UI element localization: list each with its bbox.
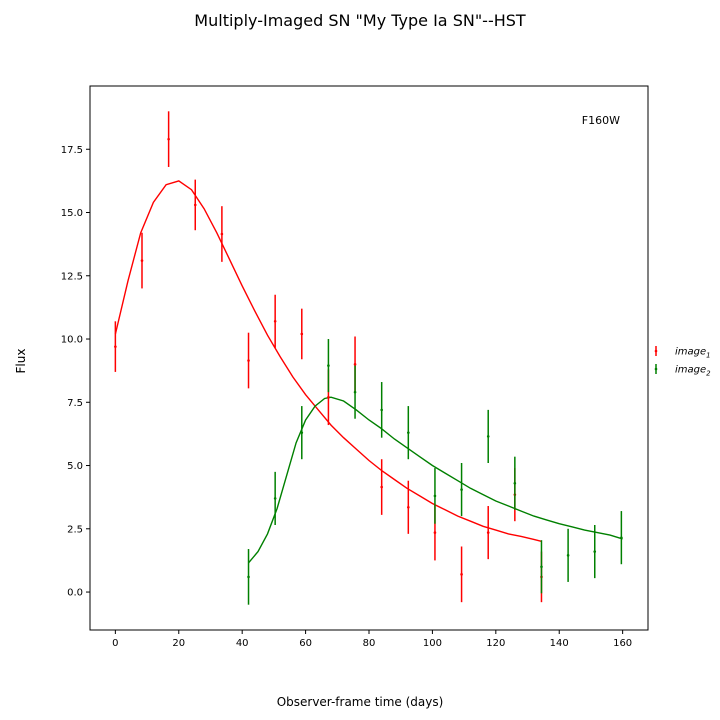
- data-point-image-2: [513, 481, 517, 485]
- y-tick-label: 15.0: [61, 208, 83, 219]
- data-point-image-1: [273, 320, 277, 323]
- y-tick-label: 5.0: [67, 461, 83, 472]
- y-axis-label: Flux: [14, 349, 28, 374]
- data-point-image-2: [380, 408, 383, 412]
- y-tick-label: 17.5: [61, 145, 83, 156]
- x-tick-label: 140: [550, 638, 569, 649]
- data-point-image-1: [327, 395, 330, 399]
- data-point-image-2: [407, 431, 410, 434]
- y-tick-label: 2.5: [67, 524, 83, 535]
- x-tick-label: 0: [112, 638, 118, 649]
- data-point-image-1: [220, 232, 224, 236]
- legend-dot-image-1: [654, 349, 658, 353]
- data-point-image-2: [540, 565, 543, 569]
- y-tick-label: 10.0: [61, 335, 83, 346]
- data-point-image-2: [247, 575, 250, 579]
- x-tick-label: 100: [423, 638, 442, 649]
- y-tick-label: 0.0: [67, 588, 83, 599]
- data-point-image-2: [486, 435, 490, 438]
- x-tick-label: 80: [363, 638, 376, 649]
- x-tick-label: 160: [613, 638, 632, 649]
- data-point-image-1: [380, 485, 383, 489]
- plot-area-frame: [89, 85, 649, 631]
- fit-curve-image-2: [247, 396, 623, 564]
- data-point-image-1: [486, 531, 490, 534]
- data-point-image-2: [460, 488, 463, 491]
- data-point-image-2: [327, 364, 330, 367]
- legend-label-subscript: 1: [706, 352, 710, 360]
- x-tick-label: 60: [299, 638, 312, 649]
- data-point-image-1: [114, 345, 117, 348]
- x-axis-label: Observer-frame time (days): [277, 695, 444, 709]
- data-point-image-2: [433, 494, 437, 498]
- data-point-image-1: [193, 203, 197, 207]
- data-point-image-1: [140, 259, 144, 262]
- data-point-image-2: [566, 554, 570, 557]
- legend-label-subscript: 2: [706, 370, 711, 378]
- x-axis: 0 20 40 60 80 100 120 140 160: [112, 630, 632, 649]
- data-point-image-2: [300, 431, 304, 434]
- filter-annotation: F160W: [582, 114, 620, 127]
- data-points: [114, 111, 623, 605]
- y-tick-label: 12.5: [61, 271, 83, 282]
- legend: image1 image2: [654, 346, 711, 378]
- y-tick-label: 7.5: [67, 398, 83, 409]
- chart-title: Multiply-Imaged SN "My Type Ia SN"--HST: [194, 11, 526, 30]
- x-tick-label: 120: [486, 638, 505, 649]
- legend-dot-image-2: [654, 367, 658, 371]
- data-point-image-1: [433, 531, 437, 534]
- legend-label-image-1: image1: [675, 347, 711, 360]
- y-axis: 0.0 2.5 5.0 7.5 10.0 12.5 15.0 17.5: [61, 145, 90, 599]
- data-point-image-2: [273, 497, 277, 500]
- data-point-image-1: [407, 505, 410, 509]
- data-point-image-1: [460, 573, 463, 576]
- legend-label-image-2: image2: [675, 365, 711, 378]
- data-point-image-1: [353, 363, 357, 366]
- fit-curve-image-1: [114, 180, 542, 543]
- data-point-image-1: [247, 359, 250, 362]
- x-tick-label: 40: [236, 638, 249, 649]
- data-point-image-1: [167, 137, 170, 141]
- fit-curves: [114, 180, 623, 564]
- data-point-image-2: [593, 550, 597, 553]
- data-point-image-2: [353, 390, 357, 394]
- data-point-image-2: [620, 536, 623, 539]
- x-tick-label: 20: [172, 638, 185, 649]
- data-point-image-1: [300, 332, 304, 336]
